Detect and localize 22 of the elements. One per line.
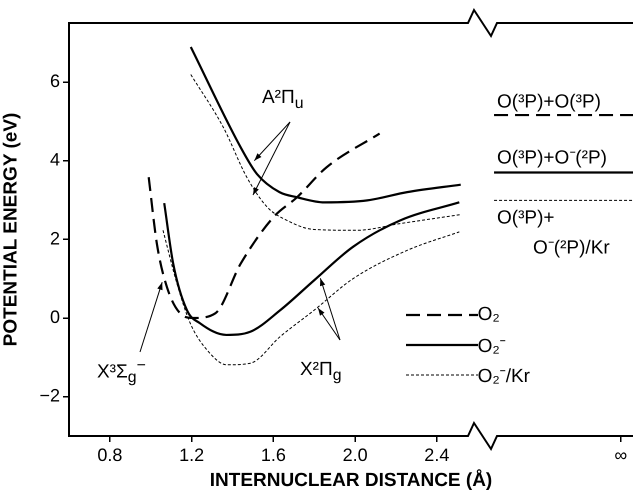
y-axis-title: POTENTIAL ENERGY (eV): [0, 112, 22, 346]
annotation: A²Π$_{u}$: [262, 87, 304, 112]
y-tick-label: 2: [50, 228, 60, 248]
x-tick-label: 0.8: [97, 444, 122, 465]
y-tick-label: 4: [50, 150, 60, 170]
x-tick-label: 1.2: [179, 444, 204, 465]
legend-label: O₂: [478, 304, 500, 326]
x-axis-title: INTERNUCLEAR DISTANCE (Å): [210, 468, 492, 491]
x-tick-label: 2.4: [424, 444, 450, 465]
y-tick-label: 0: [50, 306, 60, 327]
annotation: O⁻(²P)/Kr: [533, 238, 610, 258]
legend-label: O₂⁻/Kr: [478, 365, 530, 388]
annotation: O(³P)+O(³P): [497, 92, 601, 112]
y-tick-label: −2: [39, 386, 60, 406]
x-tick-label: 2.0: [342, 444, 368, 465]
annotation: O(³P)+O⁻(²P): [497, 148, 607, 168]
annotation: O(³P)+: [497, 208, 555, 228]
annotation: X²Π$_{g}$: [300, 359, 342, 384]
y-tick-label: 6: [50, 70, 60, 91]
legend-label: O₂⁻: [478, 335, 506, 358]
x-tick-label: ∞: [614, 444, 628, 465]
x-tick-label: 1.6: [260, 444, 286, 465]
